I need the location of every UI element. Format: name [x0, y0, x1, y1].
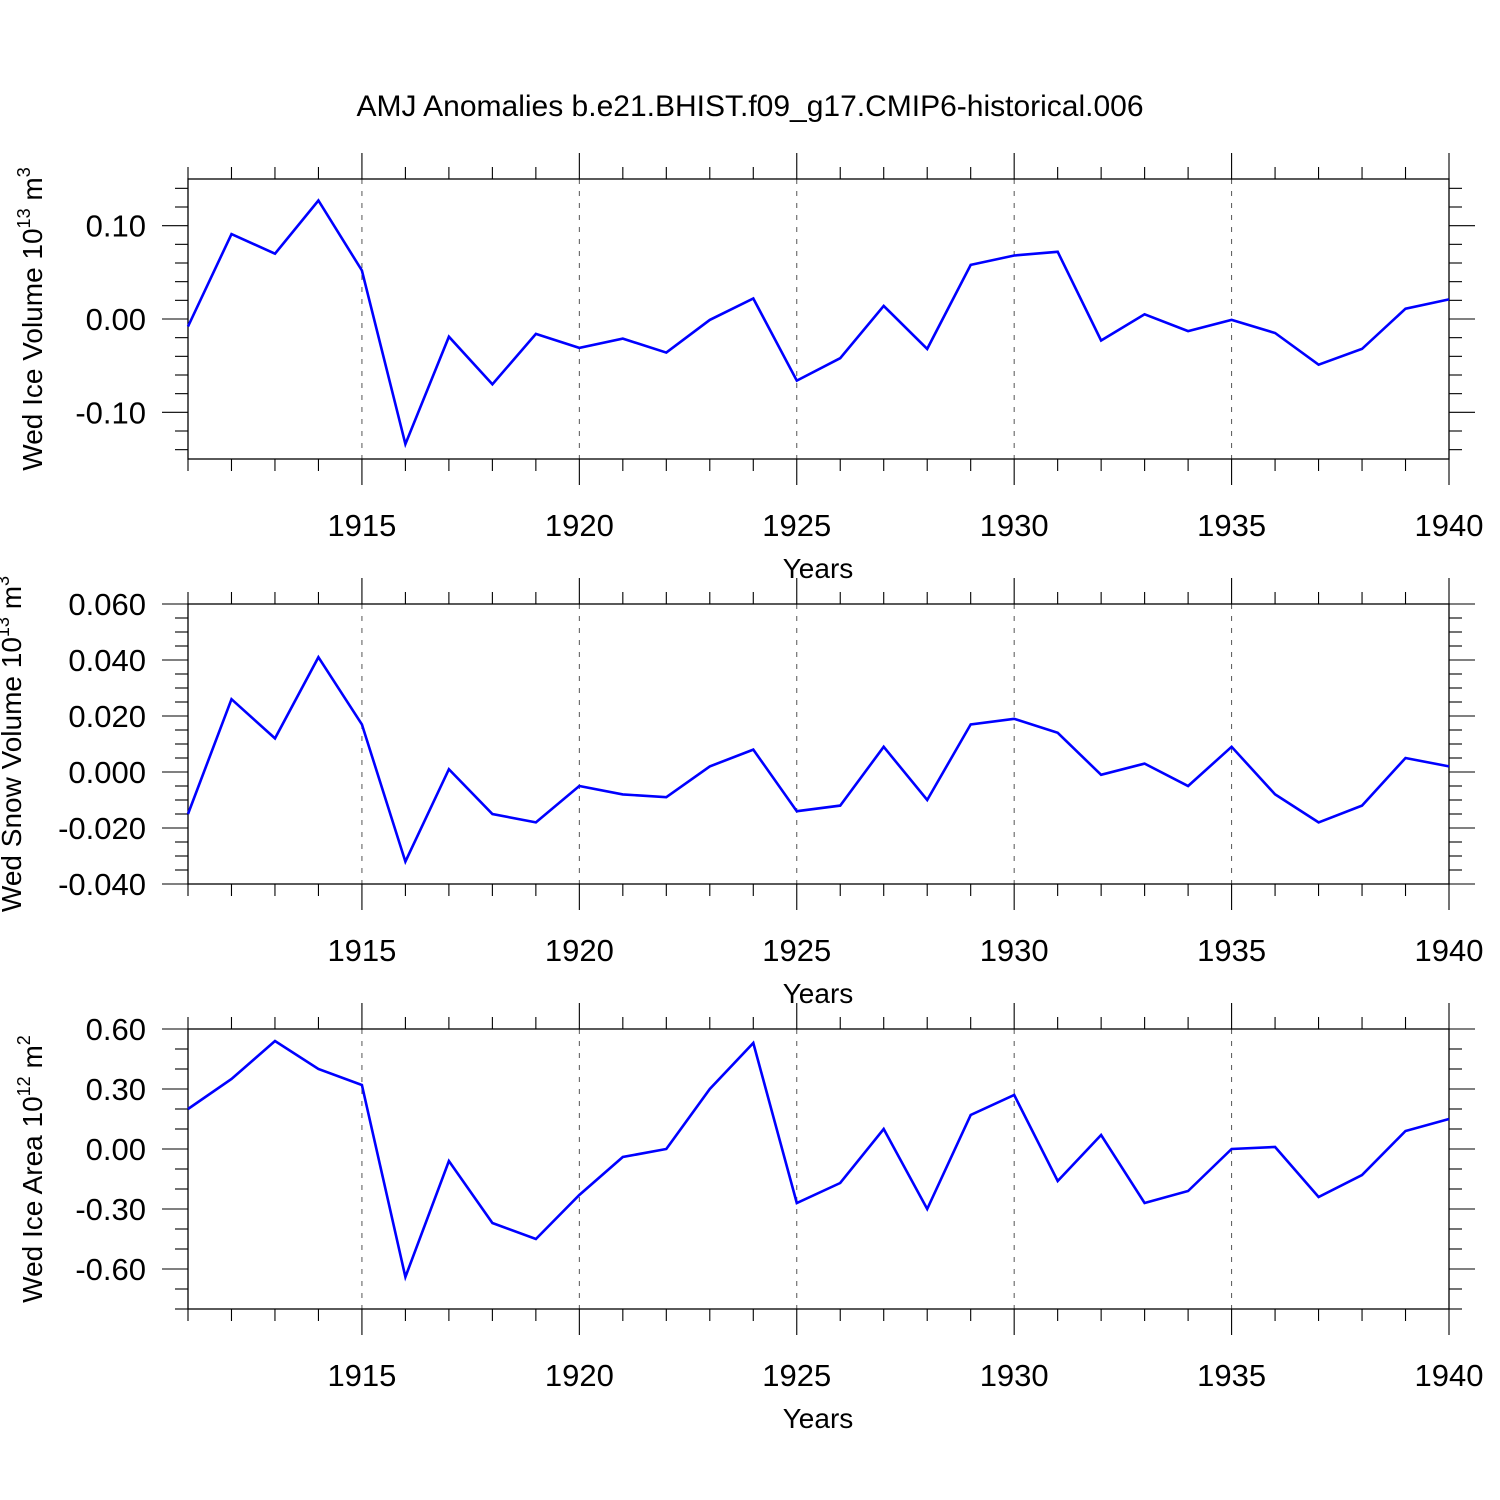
y-tick-label: -0.30 [75, 1192, 146, 1227]
y-axis-title-unit: m [0, 586, 27, 617]
x-tick-labels: 1915 1920 1925 1930 1935 1940 [327, 1358, 1483, 1393]
y-axis-title-text: Wed Ice Area 10 [17, 1096, 48, 1303]
y-tick-label: 0.040 [68, 643, 146, 678]
y-axis-title: Wed Ice Area 1012 m2 [14, 1035, 48, 1303]
x-axis-title: Years [783, 978, 854, 1009]
y-axis-title-unit-exponent: 3 [0, 576, 13, 586]
plot-frame [187, 603, 1450, 885]
x-tick-label: 1915 [327, 508, 396, 543]
y-tick-label: 0.00 [86, 302, 146, 337]
x-tick-labels: 1915 1920 1925 1930 1935 1940 [327, 508, 1483, 543]
x-tick-label: 1935 [1197, 933, 1266, 968]
x-tick-label: 1930 [980, 1358, 1049, 1393]
y-tick-label: 0.00 [86, 1132, 146, 1167]
panel-grid [361, 604, 1233, 884]
y-tick-label: -0.10 [75, 395, 146, 430]
y-tick-label: 0.30 [86, 1072, 146, 1107]
y-axis-title-exponent: 13 [14, 208, 34, 228]
y-axis-title-unit-exponent: 3 [14, 167, 34, 177]
x-tick-label: 1920 [545, 508, 614, 543]
x-tick-label: 1940 [1415, 508, 1484, 543]
plot-frame [187, 178, 1450, 460]
y-axis-title-unit: m [17, 1045, 48, 1076]
y-tick-labels: -0.60 -0.30 0.00 0.30 0.60 [75, 1012, 146, 1287]
y-tick-labels: -0.040 -0.020 0.000 0.020 0.040 0.060 [58, 587, 146, 902]
series-line [186, 654, 1450, 866]
y-tick-label: -0.020 [58, 811, 146, 846]
y-axis-title: Wed Ice Volume 1013 m3 [14, 167, 48, 470]
x-tick-label: 1920 [545, 1358, 614, 1393]
y-tick-labels: -0.10 0.00 0.10 [75, 209, 146, 431]
y-axis-title-unit: m [17, 177, 48, 208]
panel-ticks [162, 153, 1475, 485]
x-tick-label: 1915 [327, 933, 396, 968]
y-tick-label: -0.040 [58, 867, 146, 902]
panel-grid [361, 179, 1233, 459]
x-tick-label: 1935 [1197, 508, 1266, 543]
x-tick-label: 1940 [1415, 1358, 1484, 1393]
x-tick-label: 1925 [762, 508, 831, 543]
x-tick-labels: 1915 1920 1925 1930 1935 1940 [327, 933, 1483, 968]
panel-grid [361, 1029, 1233, 1309]
y-tick-label: -0.60 [75, 1252, 146, 1287]
y-axis-title-exponent: 12 [14, 1076, 34, 1096]
y-tick-label: 0.060 [68, 587, 146, 622]
x-tick-label: 1930 [980, 508, 1049, 543]
x-tick-label: 1930 [980, 933, 1049, 968]
x-tick-label: 1920 [545, 933, 614, 968]
panel-ticks [162, 1003, 1475, 1335]
x-axis-title: Years [783, 553, 854, 584]
panel-ice-area: 1915 1920 1925 1930 1935 1940 -0.60 -0.30 0.00 0… [14, 1003, 1483, 1434]
x-tick-label: 1915 [327, 1358, 396, 1393]
plot-frame [187, 1028, 1450, 1310]
panel-ticks [162, 578, 1475, 910]
y-tick-label: 0.000 [68, 755, 146, 790]
y-axis-title: Wed Snow Volume 1013 m3 [0, 576, 27, 912]
series-line [186, 198, 1450, 449]
panel-snow-volume: 1915 1920 1925 1930 1935 1940 -0.040 -0.020 0.0… [0, 576, 1483, 1009]
panel-ice-volume: 1915 1920 1925 1930 1935 1940 -0.10 0.00 0.10 Y… [14, 153, 1483, 584]
x-axis-title: Years [783, 1403, 854, 1434]
y-tick-label: 0.10 [86, 209, 146, 244]
y-tick-label: 0.020 [68, 699, 146, 734]
y-axis-title-text: Wed Snow Volume 10 [0, 637, 27, 912]
x-tick-label: 1925 [762, 1358, 831, 1393]
y-axis-title-exponent: 13 [0, 617, 13, 637]
x-tick-label: 1925 [762, 933, 831, 968]
y-axis-title-text: Wed Ice Volume 10 [17, 228, 48, 470]
series-line [187, 1039, 1450, 1282]
figure-title: AMJ Anomalies b.e21.BHIST.f09_g17.CMIP6-… [356, 90, 1143, 123]
x-tick-label: 1935 [1197, 1358, 1266, 1393]
y-tick-label: 0.60 [86, 1012, 146, 1047]
y-axis-title-unit-exponent: 2 [14, 1035, 34, 1045]
x-tick-label: 1940 [1415, 933, 1484, 968]
